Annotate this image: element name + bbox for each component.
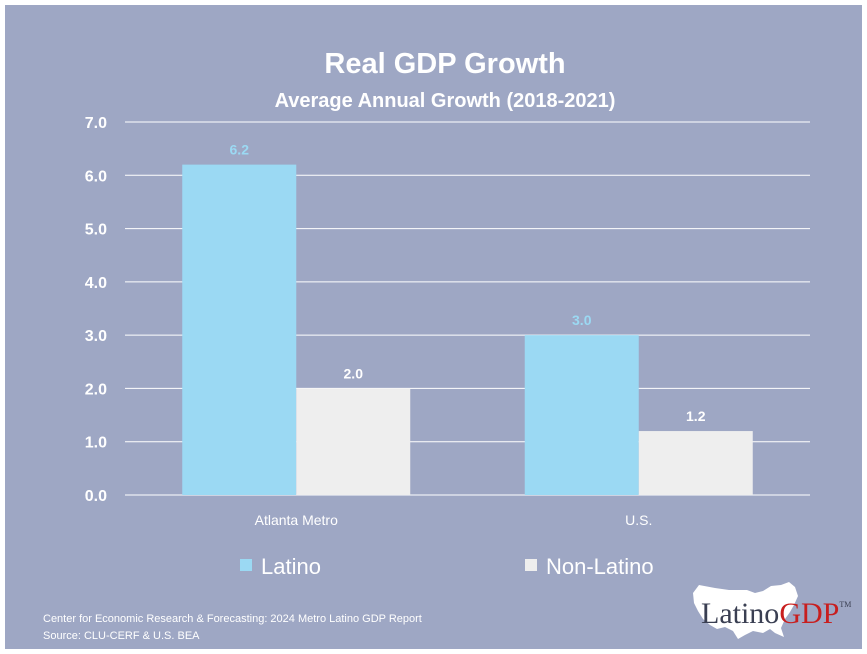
footer-source: Source: CLU-CERF & U.S. BEA — [43, 630, 200, 642]
y-tick-label: 2.0 — [85, 381, 107, 398]
logo-text-gdp: GDP — [779, 597, 839, 630]
legend-label: Latino — [261, 554, 321, 579]
bars — [182, 164, 753, 495]
x-category-label: Atlanta Metro — [255, 512, 338, 528]
data-label: 2.0 — [344, 365, 364, 381]
bar-non-latino-1 — [638, 431, 753, 495]
chart-svg: Real GDP Growth Average Annual Growth (2… — [43, 48, 851, 642]
y-tick-label: 7.0 — [85, 115, 107, 132]
legend-label: Non-Latino — [546, 554, 654, 579]
latinogdp-logo: LatinoGDPTM — [693, 582, 851, 639]
data-label: 6.2 — [230, 142, 250, 158]
bar-non-latino-0 — [296, 388, 411, 495]
y-tick-label: 5.0 — [85, 222, 107, 239]
data-labels: 6.2 2.0 3.0 1.2 — [230, 142, 706, 424]
svg-text:LatinoGDPTM: LatinoGDPTM — [701, 597, 851, 630]
y-axis-ticks: 0.0 1.0 2.0 3.0 4.0 5.0 6.0 7.0 — [85, 115, 107, 505]
legend-swatch-non-latino — [525, 559, 537, 571]
bar-latino-0 — [182, 164, 297, 495]
y-tick-label: 0.0 — [85, 488, 107, 505]
y-tick-label: 1.0 — [85, 435, 107, 452]
bar-latino-1 — [524, 335, 639, 495]
data-label: 3.0 — [572, 312, 592, 328]
footer-report: Center for Economic Research & Forecasti… — [43, 613, 422, 625]
us-map-icon — [693, 582, 798, 639]
x-axis-categories: Atlanta Metro U.S. — [255, 512, 653, 528]
chart-title: Real GDP Growth — [324, 48, 565, 80]
chart-subtitle: Average Annual Growth (2018-2021) — [275, 90, 616, 112]
chart-frame: Real GDP Growth Average Annual Growth (2… — [5, 5, 862, 649]
y-tick-label: 4.0 — [85, 275, 107, 292]
legend-swatch-latino — [240, 559, 252, 571]
y-tick-label: 6.0 — [85, 168, 107, 185]
x-category-label: U.S. — [625, 512, 652, 528]
data-label: 1.2 — [686, 408, 706, 424]
logo-trademark: TM — [839, 600, 851, 609]
y-tick-label: 3.0 — [85, 328, 107, 345]
legend: Latino Non-Latino — [240, 554, 654, 579]
logo-text-latino: Latino — [701, 597, 779, 630]
